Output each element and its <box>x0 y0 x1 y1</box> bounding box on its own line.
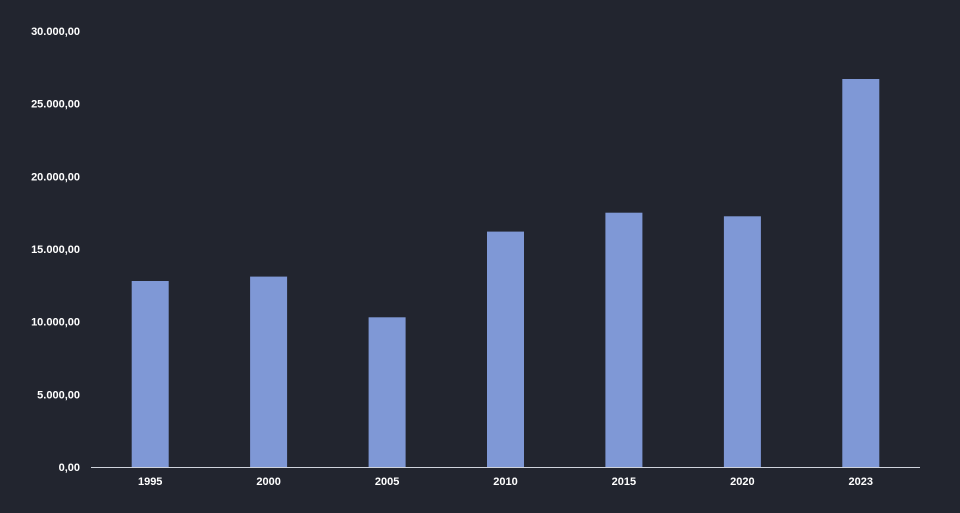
bar-2010[interactable] <box>487 231 524 467</box>
y-tick-label: 25.000,00 <box>31 99 80 111</box>
x-tick-label: 2023 <box>849 476 873 488</box>
y-tick-label: 20.000,00 <box>31 171 80 183</box>
y-tick-label: 5.000,00 <box>37 389 80 401</box>
x-tick-label: 1995 <box>138 476 162 488</box>
x-axis-tick-labels: 1995 2000 2005 2010 2015 2020 2023 <box>138 476 873 488</box>
bar-2015[interactable] <box>605 212 643 467</box>
bars-group <box>131 79 880 467</box>
bar-2023[interactable] <box>842 79 880 467</box>
y-tick-label: 10.000,00 <box>31 317 80 329</box>
y-tick-label: 30.000,00 <box>31 26 80 38</box>
bar-2000[interactable] <box>250 276 288 467</box>
y-tick-label: 15.000,00 <box>31 244 80 256</box>
bar-2020[interactable] <box>723 216 761 467</box>
x-tick-label: 2000 <box>256 476 280 488</box>
y-tick-label: 0,00 <box>59 462 80 474</box>
x-tick-label: 2005 <box>375 476 399 488</box>
bar-2005[interactable] <box>368 317 406 467</box>
bar-1995[interactable] <box>131 281 169 467</box>
x-tick-label: 2015 <box>612 476 636 488</box>
x-tick-label: 2020 <box>730 476 754 488</box>
x-tick-label: 2010 <box>493 476 517 488</box>
y-axis-tick-labels: 0,00 5.000,00 10.000,00 15.000,00 20.000,00 2… <box>31 26 80 474</box>
